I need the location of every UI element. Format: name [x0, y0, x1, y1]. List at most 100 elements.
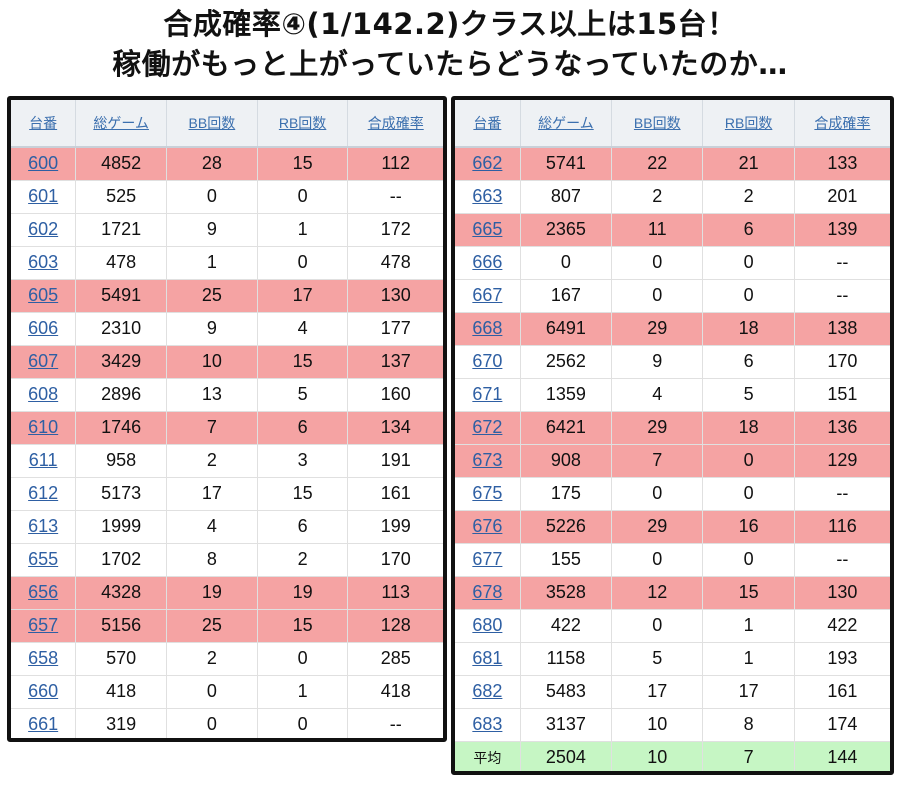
total-games-cell: 167 — [520, 279, 613, 313]
machine-number-link[interactable]: 680 — [455, 609, 521, 643]
combined-rate-cell: 201 — [794, 180, 890, 214]
machine-number-link[interactable]: 665 — [455, 213, 521, 247]
machine-number-link[interactable]: 607 — [11, 345, 77, 379]
machine-number-link[interactable]: 605 — [11, 279, 77, 313]
table-row: 612 5173 17 15 161 — [11, 477, 443, 511]
machine-number-link[interactable]: 673 — [455, 444, 521, 478]
bb-count-cell: 17 — [611, 675, 704, 709]
header-bb-count[interactable]: BB回数 — [611, 100, 704, 148]
table-row: 656 4328 19 19 113 — [11, 576, 443, 610]
header-total-games[interactable]: 総ゲーム — [75, 100, 168, 148]
machine-number-link[interactable]: 677 — [455, 543, 521, 577]
average-row: 平均 2504 10 7 144 — [455, 741, 890, 771]
bb-count-cell: 11 — [611, 213, 704, 247]
machine-number-link[interactable]: 660 — [11, 675, 77, 709]
table-row: 678 3528 12 15 130 — [455, 576, 890, 610]
total-games-cell: 570 — [75, 642, 168, 676]
machine-number-link[interactable]: 676 — [455, 510, 521, 544]
machine-number-link[interactable]: 610 — [11, 411, 77, 445]
bb-count-cell: 0 — [611, 279, 704, 313]
rb-count-cell: 8 — [702, 708, 795, 742]
bb-count-cell: 2 — [611, 180, 704, 214]
rb-count-cell: 6 — [257, 411, 349, 445]
header-machine-number[interactable]: 台番 — [455, 100, 521, 148]
header-rb-count[interactable]: RB回数 — [257, 100, 349, 148]
machine-number-link[interactable]: 606 — [11, 312, 77, 346]
machine-number-link[interactable]: 600 — [11, 147, 77, 181]
rb-count-cell: 15 — [702, 576, 795, 610]
machine-number-link[interactable]: 603 — [11, 246, 77, 280]
total-games-cell: 1158 — [520, 642, 613, 676]
combined-rate-cell: 177 — [347, 312, 443, 346]
combined-rate-cell: 285 — [347, 642, 443, 676]
table-row: 681 1158 5 1 193 — [455, 642, 890, 676]
bb-count-cell: 25 — [166, 609, 258, 643]
machine-number-link[interactable]: 681 — [455, 642, 521, 676]
bb-count-cell: 4 — [166, 510, 258, 544]
machine-number-link[interactable]: 678 — [455, 576, 521, 610]
combined-rate-cell: -- — [347, 180, 443, 214]
header-total-games[interactable]: 総ゲーム — [520, 100, 613, 148]
machine-number-link[interactable]: 612 — [11, 477, 77, 511]
bb-count-cell: 19 — [166, 576, 258, 610]
rb-count-cell: 0 — [702, 543, 795, 577]
machine-number-link[interactable]: 663 — [455, 180, 521, 214]
rb-count-cell: 1 — [702, 609, 795, 643]
total-games-cell: 418 — [75, 675, 168, 709]
machine-number-link[interactable]: 671 — [455, 378, 521, 412]
machine-number-link[interactable]: 683 — [455, 708, 521, 742]
total-games-cell: 175 — [520, 477, 613, 511]
total-games-cell: 4328 — [75, 576, 168, 610]
machine-number-link[interactable]: 602 — [11, 213, 77, 247]
machine-number-link[interactable]: 608 — [11, 378, 77, 412]
table-row: 672 6421 29 18 136 — [455, 411, 890, 445]
bb-count-cell: 0 — [166, 180, 258, 214]
table-row: 671 1359 4 5 151 — [455, 378, 890, 412]
machine-number-link[interactable]: 658 — [11, 642, 77, 676]
machine-number-link[interactable]: 675 — [455, 477, 521, 511]
machine-number-link[interactable]: 666 — [455, 246, 521, 280]
title-line-1: 合成確率④(1/142.2)クラス以上は15台！ — [163, 7, 737, 41]
rb-count-cell: 0 — [257, 708, 349, 738]
table-row: 602 1721 9 1 172 — [11, 213, 443, 247]
total-games-cell: 3137 — [520, 708, 613, 742]
rb-count-cell: 1 — [702, 642, 795, 676]
machine-number-link[interactable]: 613 — [11, 510, 77, 544]
combined-rate-cell: 130 — [794, 576, 890, 610]
header-combined-rate[interactable]: 合成確率 — [794, 100, 890, 148]
header-bb-count[interactable]: BB回数 — [166, 100, 258, 148]
rb-count-cell: 15 — [257, 609, 349, 643]
bb-count-cell: 29 — [611, 510, 704, 544]
bb-count-cell: 8 — [166, 543, 258, 577]
machine-number-link[interactable]: 682 — [455, 675, 521, 709]
header-machine-number[interactable]: 台番 — [11, 100, 77, 148]
total-games-cell: 319 — [75, 708, 168, 738]
combined-rate-cell: 128 — [347, 609, 443, 643]
machine-number-link[interactable]: 656 — [11, 576, 77, 610]
bb-count-cell: 28 — [166, 147, 258, 181]
rb-count-cell: 0 — [257, 642, 349, 676]
machine-number-link[interactable]: 661 — [11, 708, 77, 738]
combined-rate-cell: 199 — [347, 510, 443, 544]
header-rb-count[interactable]: RB回数 — [702, 100, 795, 148]
machine-number-link[interactable]: 611 — [11, 444, 77, 478]
machine-number-link[interactable]: 672 — [455, 411, 521, 445]
table-row: 661 319 0 0 -- — [11, 708, 443, 738]
machine-number-link[interactable]: 657 — [11, 609, 77, 643]
machine-number-link[interactable]: 662 — [455, 147, 521, 181]
table-row: 613 1999 4 6 199 — [11, 510, 443, 544]
header-combined-rate[interactable]: 合成確率 — [347, 100, 443, 148]
machine-number-link[interactable]: 655 — [11, 543, 77, 577]
table-row: 662 5741 22 21 133 — [455, 147, 890, 181]
table-row: 668 6491 29 18 138 — [455, 312, 890, 346]
combined-rate-cell: 113 — [347, 576, 443, 610]
machine-number-link[interactable]: 668 — [455, 312, 521, 346]
total-games-cell: 422 — [520, 609, 613, 643]
table-row: 606 2310 9 4 177 — [11, 312, 443, 346]
machine-number-link[interactable]: 601 — [11, 180, 77, 214]
machine-number-link[interactable]: 670 — [455, 345, 521, 379]
total-games-cell: 2896 — [75, 378, 168, 412]
total-games-cell: 1746 — [75, 411, 168, 445]
machine-number-link[interactable]: 667 — [455, 279, 521, 313]
average-games-cell: 2504 — [520, 741, 613, 771]
